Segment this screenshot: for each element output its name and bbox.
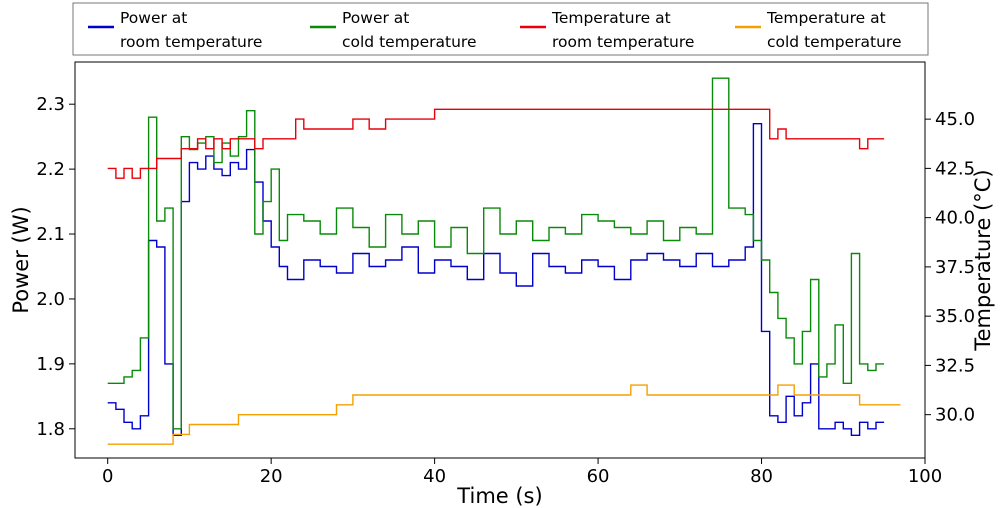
x-ticks: 0 20 40 60 80 100 xyxy=(102,458,942,487)
y2-tick-label: 35.0 xyxy=(935,306,975,327)
y-tick-label: 1.9 xyxy=(36,354,65,375)
series-line-4 xyxy=(107,384,901,445)
x-tick-label: 60 xyxy=(587,466,610,487)
y-tick-label: 2.1 xyxy=(36,224,65,245)
y2-tick-label: 42.5 xyxy=(935,158,975,179)
y2-tick-label: 45.0 xyxy=(935,109,975,130)
x-tick-label: 20 xyxy=(260,466,283,487)
legend-frame xyxy=(72,2,929,56)
x-axis-label: Time (s) xyxy=(456,484,542,508)
legend-label-line2: cold temperature xyxy=(767,33,902,51)
series-line-1 xyxy=(107,123,885,436)
legend-label-line1: Power at xyxy=(342,9,409,27)
legend-label-line1: Temperature at xyxy=(766,9,886,27)
y2-axis-label: Temperature (°C) xyxy=(971,169,995,351)
legend-label-line2: cold temperature xyxy=(342,33,477,51)
x-tick-label: 0 xyxy=(102,466,113,487)
y2-ticks: 30.0 32.5 35.0 37.5 40.0 42.5 45.0 xyxy=(925,109,975,426)
plot-frame xyxy=(74,61,926,459)
y-ticks: 1.8 1.9 2.0 2.1 2.2 2.3 xyxy=(36,94,75,440)
y-tick-label: 2.0 xyxy=(36,289,65,310)
x-tick-label: 80 xyxy=(750,466,773,487)
y2-tick-label: 32.5 xyxy=(935,355,975,376)
series-line-3 xyxy=(107,108,885,179)
legend-label-line2: room temperature xyxy=(120,33,262,51)
series-layer xyxy=(107,77,901,445)
legend-label-line2: room temperature xyxy=(552,33,694,51)
x-tick-label: 40 xyxy=(423,466,446,487)
y-axis-label: Power (W) xyxy=(9,206,33,313)
y-tick-label: 2.2 xyxy=(36,159,65,180)
y-tick-label: 1.8 xyxy=(36,419,65,440)
y-tick-label: 2.3 xyxy=(36,94,65,115)
legend-label-line1: Temperature at xyxy=(551,9,671,27)
legend-label-line1: Power at xyxy=(120,9,187,27)
y2-tick-label: 37.5 xyxy=(935,257,975,278)
x-tick-label: 100 xyxy=(908,466,942,487)
legend: Power at room temperature Power at cold tem… xyxy=(72,2,929,56)
y2-tick-label: 30.0 xyxy=(935,405,975,426)
y2-tick-label: 40.0 xyxy=(935,208,975,229)
